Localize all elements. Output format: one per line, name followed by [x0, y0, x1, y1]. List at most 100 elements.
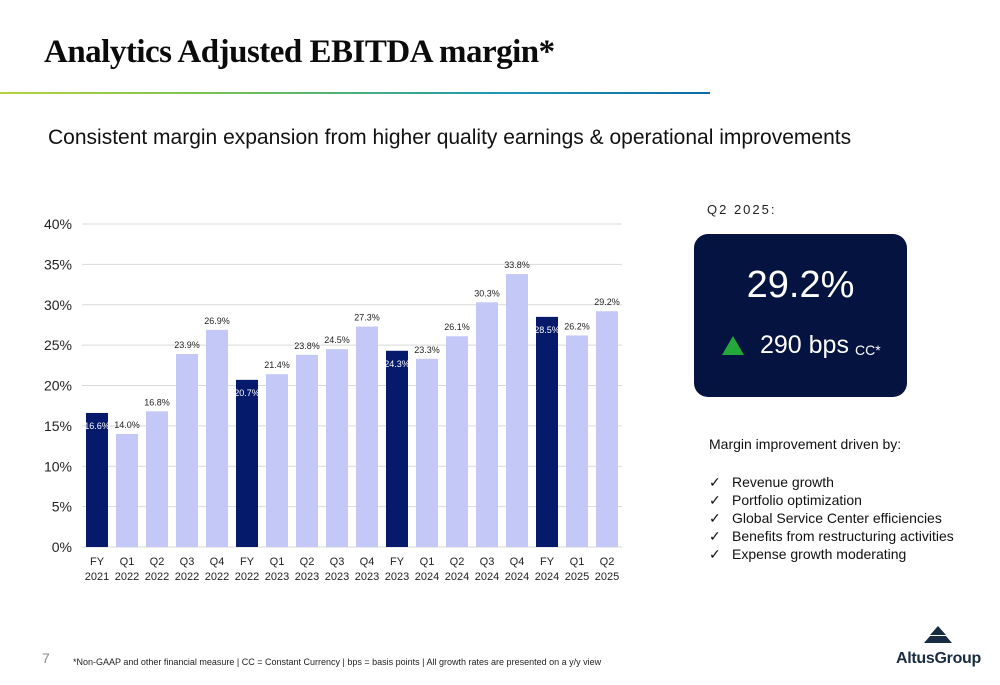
bar	[116, 433, 138, 547]
x-tick-label: 2023	[385, 571, 409, 583]
x-tick-label: Q3	[330, 556, 345, 568]
driver-item: ✓ Portfolio optimization	[709, 492, 862, 508]
bar	[416, 358, 438, 547]
x-tick-label: FY	[540, 556, 555, 568]
y-tick-label: 35%	[44, 256, 72, 272]
bar	[266, 374, 288, 547]
data-label: 14.0%	[114, 420, 140, 430]
altus-logo-mark-icon	[924, 626, 952, 643]
bar	[476, 302, 498, 547]
y-tick-label: 20%	[44, 378, 72, 394]
x-tick-label: FY	[390, 556, 405, 568]
altus-group-logo: AltusGroup	[896, 626, 981, 670]
kpi-delta-value: 290 bps	[760, 331, 849, 359]
checkmark-icon: ✓	[709, 546, 721, 562]
kpi-value: 29.2%	[746, 264, 855, 306]
x-tick-label: Q1	[570, 556, 585, 568]
x-tick-label: FY	[240, 556, 255, 568]
y-tick-label: 25%	[44, 337, 72, 353]
data-label: 26.2%	[564, 321, 590, 331]
x-tick-label: Q4	[510, 556, 525, 568]
y-tick-label: 30%	[44, 297, 72, 313]
drivers-title: Margin improvement driven by:	[709, 436, 902, 452]
logo-text: AltusGroup	[896, 650, 981, 667]
x-tick-label: FY	[90, 556, 105, 568]
x-tick-label: Q2	[150, 556, 165, 568]
data-label: 16.8%	[144, 397, 170, 407]
x-tick-label: Q3	[180, 556, 195, 568]
x-tick-label: Q4	[210, 556, 225, 568]
checkmark-icon: ✓	[709, 492, 721, 508]
data-label: 16.6%	[84, 421, 110, 431]
data-label: 21.4%	[264, 360, 290, 370]
x-tick-label: Q4	[360, 556, 375, 568]
driver-item: ✓ Global Service Center efficiencies	[709, 510, 942, 526]
bar	[566, 335, 588, 547]
data-label: 27.3%	[354, 313, 380, 323]
y-tick-label: 40%	[44, 216, 72, 232]
bar	[296, 354, 318, 547]
x-tick-label: 2023	[295, 571, 319, 583]
y-tick-label: 5%	[52, 499, 72, 515]
slide-subtitle: Consistent margin expansion from higher …	[48, 126, 852, 149]
bar	[146, 411, 168, 547]
bar	[536, 316, 558, 547]
bar	[236, 379, 258, 547]
x-tick-label: 2022	[205, 571, 229, 583]
data-label: 20.7%	[234, 388, 260, 398]
kpi-card: 29.2% 290 bps CC*	[694, 234, 907, 397]
y-tick-label: 0%	[52, 539, 72, 555]
bar	[86, 412, 108, 547]
x-tick-label: 2024	[445, 571, 469, 583]
bar	[446, 336, 468, 547]
bar	[356, 326, 378, 547]
x-tick-label: 2023	[355, 571, 379, 583]
data-label: 23.3%	[414, 345, 440, 355]
kpi-delta: 290 bps CC*	[722, 331, 881, 360]
data-label: 33.8%	[504, 260, 530, 270]
kpi-period-label: Q2 2025:	[707, 202, 777, 217]
x-tick-label: Q2	[450, 556, 465, 568]
x-tick-label: Q1	[270, 556, 285, 568]
driver-item: ✓ Expense growth moderating	[709, 546, 907, 562]
bar	[596, 311, 618, 547]
x-tick-label: 2021	[85, 571, 109, 583]
x-tick-label: Q1	[120, 556, 135, 568]
x-tick-label: 2023	[325, 571, 349, 583]
x-tick-label: 2023	[265, 571, 289, 583]
slide-title: Analytics Adjusted EBITDA margin*	[44, 34, 555, 70]
x-tick-label: 2025	[595, 571, 619, 583]
y-tick-label: 15%	[44, 418, 72, 434]
checkmark-icon: ✓	[709, 528, 721, 544]
data-label: 28.5%	[534, 325, 560, 335]
x-tick-label: 2024	[475, 571, 499, 583]
bar	[206, 329, 228, 547]
bar	[326, 349, 348, 547]
ebitda-margin-bar-chart: 0% 5% 10% 15% 20% 25% 30% 35% 40% 16.6% FY 2021 14.0…	[44, 216, 622, 583]
data-label: 26.1%	[444, 322, 470, 332]
x-tick-label: Q1	[420, 556, 435, 568]
checkmark-icon: ✓	[709, 474, 721, 490]
data-label: 24.5%	[324, 335, 350, 345]
driver-item: ✓ Benefits from restructuring activities	[709, 528, 954, 544]
drivers-list: ✓ Revenue growth ✓ Portfolio optimization …	[709, 473, 954, 563]
kpi-delta-unit: CC*	[854, 341, 881, 358]
x-tick-label: Q2	[600, 556, 615, 568]
up-triangle-icon	[722, 336, 744, 355]
checkmark-icon: ✓	[709, 510, 721, 526]
x-tick-label: 2024	[505, 571, 529, 583]
data-label: 23.9%	[174, 340, 200, 350]
bar	[386, 350, 408, 547]
data-label: 29.2%	[594, 297, 620, 307]
x-tick-label: Q3	[480, 556, 495, 568]
y-tick-label: 10%	[44, 458, 72, 474]
x-tick-label: 2024	[415, 571, 439, 583]
x-tick-label: 2025	[565, 571, 589, 583]
data-label: 26.9%	[204, 316, 230, 326]
x-tick-label: 2024	[535, 571, 559, 583]
data-label: 23.8%	[294, 341, 320, 351]
x-tick-label: 2022	[145, 571, 169, 583]
x-tick-label: Q2	[300, 556, 315, 568]
x-tick-label: 2022	[235, 571, 259, 583]
data-label: 24.3%	[384, 359, 410, 369]
